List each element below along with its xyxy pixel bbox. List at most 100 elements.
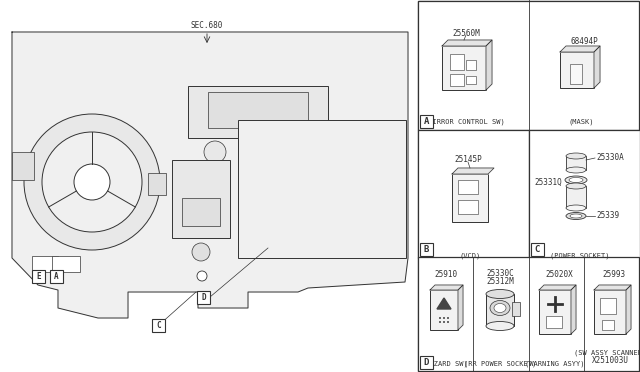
Ellipse shape bbox=[566, 183, 586, 189]
Bar bbox=[466, 60, 476, 70]
Circle shape bbox=[439, 317, 441, 319]
Text: E: E bbox=[36, 272, 41, 281]
Ellipse shape bbox=[490, 301, 510, 315]
Circle shape bbox=[443, 321, 445, 323]
Bar bbox=[602, 320, 614, 330]
Bar bbox=[197, 291, 210, 304]
Circle shape bbox=[74, 164, 110, 200]
Bar bbox=[450, 54, 464, 70]
Ellipse shape bbox=[565, 176, 587, 184]
Text: 25993: 25993 bbox=[602, 270, 625, 279]
Text: A: A bbox=[424, 117, 429, 126]
Bar bbox=[512, 302, 520, 316]
Text: 25145P: 25145P bbox=[454, 155, 482, 164]
Text: 25330A: 25330A bbox=[596, 154, 624, 163]
Circle shape bbox=[443, 317, 445, 319]
Text: 25910: 25910 bbox=[435, 270, 458, 279]
Circle shape bbox=[447, 317, 449, 319]
Polygon shape bbox=[452, 168, 494, 174]
Bar bbox=[458, 200, 478, 214]
Polygon shape bbox=[626, 285, 631, 334]
Text: (MASK): (MASK) bbox=[568, 119, 594, 125]
Bar bbox=[452, 174, 488, 222]
Bar bbox=[12, 152, 34, 180]
Bar bbox=[529, 130, 640, 258]
Bar bbox=[539, 290, 571, 334]
Text: 25312M: 25312M bbox=[486, 277, 514, 286]
Bar bbox=[172, 160, 230, 238]
Bar bbox=[418, 1, 639, 371]
Text: C: C bbox=[156, 321, 161, 330]
Bar bbox=[32, 270, 45, 283]
Ellipse shape bbox=[494, 304, 506, 312]
Text: 25330C: 25330C bbox=[486, 269, 514, 278]
Text: 25560M: 25560M bbox=[452, 29, 480, 38]
Ellipse shape bbox=[486, 289, 514, 298]
Ellipse shape bbox=[569, 177, 583, 183]
Bar bbox=[531, 243, 544, 256]
Bar bbox=[560, 52, 594, 88]
Polygon shape bbox=[594, 285, 631, 290]
Circle shape bbox=[241, 141, 263, 163]
Bar bbox=[594, 290, 626, 334]
Text: SEC.680: SEC.680 bbox=[191, 22, 223, 31]
Bar bbox=[420, 115, 433, 128]
Polygon shape bbox=[594, 46, 600, 88]
Circle shape bbox=[204, 141, 226, 163]
Bar bbox=[188, 86, 328, 138]
Bar bbox=[52, 256, 80, 272]
Circle shape bbox=[192, 243, 210, 261]
Text: D: D bbox=[424, 358, 429, 367]
Polygon shape bbox=[442, 40, 492, 46]
Bar bbox=[566, 156, 586, 170]
Bar bbox=[208, 92, 308, 128]
Text: 25331Q: 25331Q bbox=[534, 177, 562, 186]
Text: (MIRROR CONTROL SW): (MIRROR CONTROL SW) bbox=[424, 119, 504, 125]
Bar bbox=[566, 186, 586, 208]
Bar bbox=[152, 319, 165, 332]
Bar bbox=[418, 257, 639, 371]
Bar bbox=[450, 74, 464, 86]
Text: A: A bbox=[54, 272, 59, 281]
Ellipse shape bbox=[486, 321, 514, 330]
Circle shape bbox=[24, 114, 160, 250]
Bar bbox=[418, 130, 529, 258]
Text: D: D bbox=[201, 293, 206, 302]
Bar bbox=[442, 46, 486, 90]
Bar bbox=[600, 298, 616, 314]
Text: 25339: 25339 bbox=[596, 212, 619, 221]
Ellipse shape bbox=[566, 167, 586, 173]
Polygon shape bbox=[486, 40, 492, 90]
Text: (VCD): (VCD) bbox=[460, 253, 481, 259]
Text: (SW ASSY SCANNER): (SW ASSY SCANNER) bbox=[574, 350, 640, 356]
Text: X251003U: X251003U bbox=[591, 356, 628, 365]
Text: (POWER SOCKET): (POWER SOCKET) bbox=[550, 253, 610, 259]
Text: C: C bbox=[535, 245, 540, 254]
Circle shape bbox=[439, 321, 441, 323]
Bar bbox=[546, 316, 562, 328]
Text: (WARNING ASYY): (WARNING ASYY) bbox=[525, 360, 585, 367]
Circle shape bbox=[278, 141, 300, 163]
Polygon shape bbox=[560, 46, 600, 52]
Polygon shape bbox=[437, 298, 451, 309]
Polygon shape bbox=[430, 285, 463, 290]
Ellipse shape bbox=[566, 153, 586, 159]
Ellipse shape bbox=[566, 212, 586, 219]
Polygon shape bbox=[539, 285, 576, 290]
Polygon shape bbox=[571, 285, 576, 334]
Bar bbox=[238, 120, 406, 258]
Bar bbox=[420, 243, 433, 256]
Bar bbox=[148, 173, 166, 195]
Bar bbox=[418, 1, 639, 130]
Bar bbox=[570, 64, 582, 84]
Polygon shape bbox=[458, 285, 463, 330]
Bar bbox=[182, 198, 220, 226]
Ellipse shape bbox=[566, 205, 586, 211]
Bar bbox=[430, 290, 458, 330]
Ellipse shape bbox=[570, 214, 582, 218]
Polygon shape bbox=[12, 32, 408, 318]
Bar bbox=[486, 294, 514, 326]
Text: (RR POWER SOCKET): (RR POWER SOCKET) bbox=[464, 360, 536, 367]
Text: 25020X: 25020X bbox=[545, 270, 573, 279]
Circle shape bbox=[447, 321, 449, 323]
